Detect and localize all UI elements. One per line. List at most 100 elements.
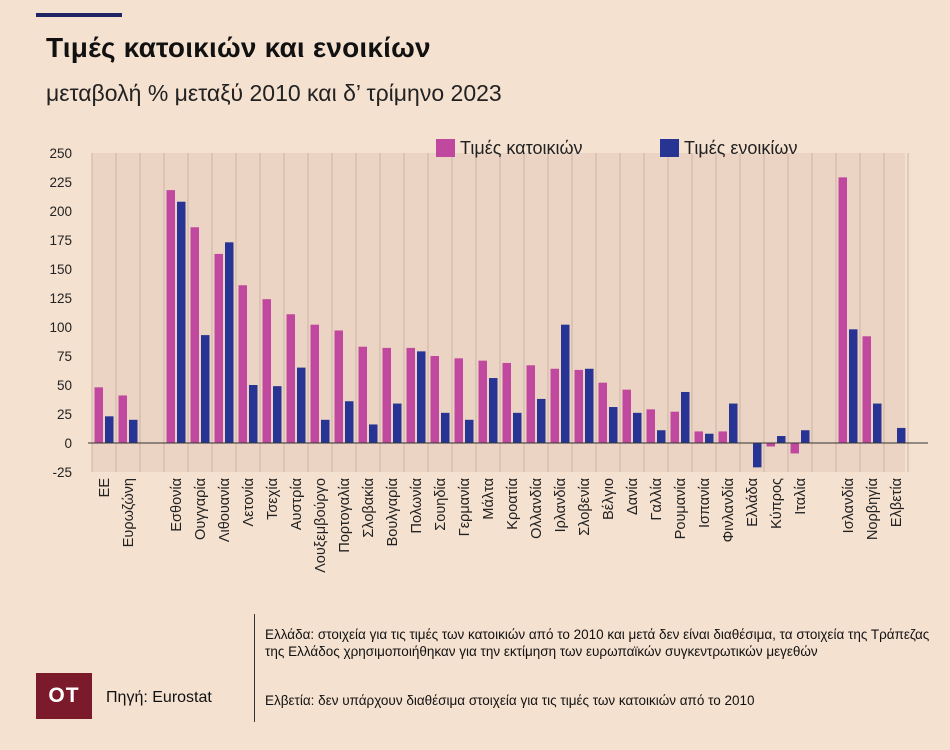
- x-tick-label: ΕΕ: [97, 478, 113, 498]
- bar: [777, 436, 786, 443]
- chart-subtitle: μεταβολή % μεταξύ 2010 και δ’ τρίμηνο 20…: [46, 80, 502, 106]
- note-greece: Ελλάδα: στοιχεία για τις τιμές των κατοι…: [265, 627, 930, 659]
- x-tick-label: Φινλανδία: [721, 478, 737, 542]
- bar: [705, 433, 714, 443]
- bar: [382, 347, 391, 443]
- y-axis-labels: -25 0 25 50 75 100 125 150 175 200 225 250: [49, 146, 72, 480]
- x-tick-label: Πολωνία: [409, 478, 425, 533]
- x-tick-label: Εσθονία: [169, 478, 185, 532]
- y-tick-label: 25: [57, 407, 72, 422]
- bar: [550, 368, 559, 443]
- x-tick-label: Σουηδία: [433, 478, 449, 531]
- bar: [393, 403, 402, 443]
- top-accent-rule: [36, 13, 122, 17]
- y-tick-label: 200: [49, 204, 72, 219]
- legend-label: Τιμές ενοικίων: [684, 138, 797, 158]
- x-tick-label: Ιρλανδία: [553, 478, 569, 532]
- footer-divider: [254, 614, 255, 722]
- bar: [214, 253, 223, 443]
- bar: [441, 412, 450, 443]
- bar: [225, 242, 234, 443]
- x-tick-label: Σλοβακία: [361, 478, 377, 538]
- x-tick-label: Δανία: [625, 478, 641, 515]
- bar: [801, 430, 810, 443]
- bar: [838, 177, 847, 444]
- bar: [622, 389, 631, 443]
- bar: [849, 329, 858, 443]
- bar: [633, 412, 642, 443]
- bar: [681, 391, 690, 443]
- vertical-gridlines: [91, 153, 909, 472]
- source-label: Πηγή: Eurostat: [106, 689, 212, 706]
- y-tick-label: 175: [49, 233, 72, 248]
- series-house-prices: [94, 177, 871, 454]
- y-tick-label: 100: [49, 320, 72, 335]
- bar: [670, 411, 679, 443]
- bar: [465, 419, 474, 443]
- y-tick-label: -25: [52, 465, 72, 480]
- bar: [454, 358, 463, 443]
- x-tick-label: Λετονία: [241, 478, 257, 527]
- legend-label: Τιμές κατοικιών: [460, 138, 583, 158]
- bar: [358, 346, 367, 443]
- bar: [238, 285, 247, 443]
- bar: [753, 443, 762, 468]
- bar: [657, 430, 666, 443]
- bar: [129, 419, 138, 443]
- bar: [369, 424, 378, 443]
- bar: [273, 386, 282, 443]
- x-tick-label: Ελλάδα: [745, 478, 761, 527]
- x-tick-label: Ρουμανία: [673, 478, 689, 539]
- y-tick-label: 50: [57, 378, 72, 393]
- x-tick-label: Γερμανία: [457, 478, 473, 536]
- bar: [513, 412, 522, 443]
- x-tick-label: Ισλανδία: [841, 478, 857, 533]
- x-tick-label: Βέλγιο: [601, 478, 617, 520]
- x-axis-labels: ΕΕ Ευρωζώνη Εσθονία Ουγγαρία Λιθουανία Λετονί…: [97, 478, 905, 573]
- y-tick-label: 125: [49, 291, 72, 306]
- plot-background: [92, 153, 905, 472]
- bar: [766, 443, 775, 447]
- bar: [345, 401, 354, 443]
- x-tick-label: Ολλανδία: [529, 478, 545, 539]
- bar: [417, 351, 426, 443]
- bar: [430, 356, 439, 443]
- bar: [105, 416, 114, 443]
- bar: [897, 427, 906, 443]
- bar: [177, 201, 186, 443]
- bar: [537, 398, 546, 443]
- x-tick-label: Αυστρία: [289, 478, 305, 530]
- x-tick-label: Μάλτα: [481, 478, 497, 520]
- x-tick-label: Ιταλία: [793, 478, 809, 515]
- y-tick-label: 150: [49, 262, 72, 277]
- bar: [609, 407, 618, 443]
- bar: [574, 369, 583, 443]
- note-switzerland: Ελβετία: δεν υπάρχουν διαθέσιμα στοιχεία…: [265, 693, 755, 708]
- x-tick-label: Ουγγαρία: [193, 478, 209, 540]
- bar: [94, 387, 103, 443]
- x-tick-label: Ελβετία: [889, 478, 905, 527]
- bar: [166, 190, 175, 443]
- y-tick-label: 0: [64, 436, 72, 451]
- bar: [694, 431, 703, 443]
- x-tick-label: Κύπρος: [769, 478, 785, 529]
- bar: [297, 367, 306, 443]
- bar: [489, 378, 498, 443]
- bar: [478, 360, 487, 443]
- series-rents: [105, 201, 906, 468]
- bar: [262, 299, 271, 443]
- bar: [561, 324, 570, 443]
- x-tick-label: Πορτογαλία: [337, 478, 353, 553]
- bar: [598, 382, 607, 443]
- legend: Τιμές κατοικιών Τιμές ενοικίων: [436, 138, 797, 158]
- bar: [862, 336, 871, 443]
- x-tick-label: Κροατία: [505, 478, 521, 530]
- bar: [118, 395, 127, 443]
- bar: [321, 419, 330, 443]
- bar: [286, 314, 295, 443]
- bar: [190, 227, 199, 443]
- bar: [729, 403, 738, 443]
- x-tick-label: Τσεχία: [265, 478, 281, 520]
- x-tick-label: Ισπανία: [697, 478, 713, 528]
- x-tick-label: Βουλγαρία: [385, 478, 401, 546]
